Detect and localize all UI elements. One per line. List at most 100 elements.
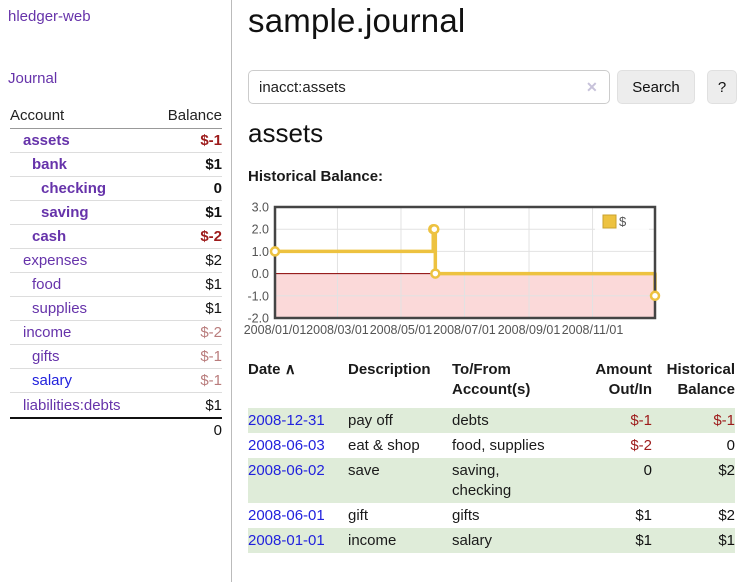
clear-search-icon[interactable]: ✕ xyxy=(586,79,598,95)
brand-link[interactable]: hledger-web xyxy=(8,8,91,25)
page-title: sample.journal xyxy=(248,2,466,39)
svg-text:2008/01/01: 2008/01/01 xyxy=(244,323,307,337)
transaction-amount: $-2 xyxy=(630,437,652,454)
account-link[interactable]: checking xyxy=(41,180,107,197)
header-amount-line1: Amount xyxy=(595,361,652,378)
register-row[interactable]: 2008-01-01 income salary $1 $1 xyxy=(248,528,735,553)
transaction-accounts: salary xyxy=(452,532,493,549)
register-table: Date ∧ Description To/From Account(s) Am… xyxy=(248,358,735,553)
account-link[interactable]: bank xyxy=(32,156,68,173)
sort-ascending-icon[interactable]: ∧ xyxy=(284,361,296,378)
account-balance: $-1 xyxy=(200,348,222,365)
transaction-balance: $-1 xyxy=(713,412,735,429)
accounts-table: Account Balance assets $-1 bank $1 check… xyxy=(10,103,222,441)
header-tofrom-accounts: To/From Account(s) xyxy=(452,358,572,408)
transaction-accounts: food, supplies xyxy=(452,437,545,454)
register-row[interactable]: 2008-06-03 eat & shop food, supplies $-2… xyxy=(248,433,735,458)
header-tofrom-line2: Account(s) xyxy=(452,381,531,398)
account-link[interactable]: supplies xyxy=(32,300,88,317)
transaction-balance: 0 xyxy=(726,437,735,454)
help-button[interactable]: ? xyxy=(707,70,737,104)
svg-text:2008/03/01: 2008/03/01 xyxy=(306,323,369,337)
chart-title: Historical Balance: xyxy=(248,168,384,185)
accounts-table-header: Account Balance xyxy=(10,103,222,129)
account-balance: $1 xyxy=(205,300,222,317)
search-form: ✕ Search ? xyxy=(248,70,737,104)
account-balance: $-1 xyxy=(200,132,222,149)
header-amount-outin: Amount Out/In xyxy=(572,358,652,408)
svg-text:2008/05/01: 2008/05/01 xyxy=(370,323,433,337)
accounts-total-value: 0 xyxy=(213,421,222,439)
header-date-label: Date xyxy=(248,361,281,378)
transaction-balance: $1 xyxy=(718,532,735,549)
account-link[interactable]: gifts xyxy=(32,348,60,365)
register-row[interactable]: 2008-12-31 pay off debts $-1 $-1 xyxy=(248,408,735,433)
svg-text:2008/11/01: 2008/11/01 xyxy=(562,323,624,337)
account-balance: $1 xyxy=(205,204,222,221)
account-row-salary: salary $-1 xyxy=(10,369,222,393)
account-link[interactable]: liabilities:debts xyxy=(23,396,121,414)
transaction-accounts: debts xyxy=(452,412,489,429)
account-row-saving: saving $1 xyxy=(10,201,222,225)
account-balance: $-2 xyxy=(200,324,222,341)
account-row-supplies: supplies $1 xyxy=(10,297,222,321)
header-date[interactable]: Date ∧ xyxy=(248,358,348,408)
account-row-bank: bank $1 xyxy=(10,153,222,177)
transaction-date-link[interactable]: 2008-06-01 xyxy=(248,507,325,524)
search-input[interactable] xyxy=(248,70,610,104)
historical-balance-chart[interactable]: 3.0 2.0 1.0 0.0 -1.0 -2.0 2008/01/01 2008/03/01… xyxy=(244,200,661,342)
register-header-row: Date ∧ Description To/From Account(s) Am… xyxy=(248,358,735,408)
account-row-cash: cash $-2 xyxy=(10,225,222,249)
account-link[interactable]: food xyxy=(32,276,62,293)
header-balance-line2: Balance xyxy=(677,381,735,398)
account-link[interactable]: expenses xyxy=(23,252,88,269)
transaction-amount: $-1 xyxy=(630,412,652,429)
transaction-date-link[interactable]: 2008-06-02 xyxy=(248,462,325,479)
svg-text:-1.0: -1.0 xyxy=(247,289,269,303)
svg-text:0.0: 0.0 xyxy=(252,267,269,281)
svg-text:2008/09/01: 2008/09/01 xyxy=(498,323,561,337)
account-row-food: food $1 xyxy=(10,273,222,297)
account-balance: $1 xyxy=(205,276,222,293)
account-balance: $2 xyxy=(205,252,222,269)
transaction-amount: $1 xyxy=(635,507,652,524)
account-link[interactable]: cash xyxy=(32,228,67,245)
header-description-label: Description xyxy=(348,361,431,378)
svg-text:-2.0: -2.0 xyxy=(247,312,269,326)
account-link[interactable]: saving xyxy=(41,204,89,221)
account-balance: $-2 xyxy=(200,228,222,245)
svg-text:2008/07/01: 2008/07/01 xyxy=(433,323,496,337)
transaction-amount: 0 xyxy=(643,462,652,479)
account-balance: 0 xyxy=(213,180,222,197)
sidebar: hledger-web Journal Account Balance asse… xyxy=(0,0,232,582)
header-description: Description xyxy=(348,358,452,408)
search-button[interactable]: Search xyxy=(617,70,695,104)
accounts-total-row: 0 xyxy=(10,417,222,441)
account-row-liabilities-debts: liabilities:debts $1 xyxy=(10,393,222,417)
transaction-accounts: saving, checking xyxy=(452,462,512,499)
transaction-description: pay off xyxy=(348,412,393,429)
transaction-date-link[interactable]: 2008-12-31 xyxy=(248,412,325,429)
account-balance: $1 xyxy=(205,396,222,414)
account-link[interactable]: salary xyxy=(32,372,73,389)
account-balance: $1 xyxy=(205,156,222,173)
transaction-accounts: gifts xyxy=(452,507,480,524)
sidebar-item-journal[interactable]: Journal xyxy=(8,70,58,87)
register-row[interactable]: 2008-06-02 save saving, checking 0 $2 xyxy=(248,458,735,503)
transaction-amount: $1 xyxy=(635,532,652,549)
svg-text:$: $ xyxy=(619,214,627,229)
transaction-balance: $2 xyxy=(718,462,735,479)
header-tofrom-line1: To/From xyxy=(452,361,511,378)
account-link[interactable]: income xyxy=(23,324,72,341)
main-content: sample.journal ✕ Search ? assets Histori… xyxy=(244,0,737,582)
account-row-gifts: gifts $-1 xyxy=(10,345,222,369)
account-link[interactable]: assets xyxy=(23,132,70,149)
transaction-date-link[interactable]: 2008-06-03 xyxy=(248,437,325,454)
register-row[interactable]: 2008-06-01 gift gifts $1 $2 xyxy=(248,503,735,528)
header-historical-balance: Historical Balance xyxy=(652,358,735,408)
account-heading: assets xyxy=(248,118,324,148)
account-row-checking: checking 0 xyxy=(10,177,222,201)
transaction-date-link[interactable]: 2008-01-01 xyxy=(248,532,325,549)
header-balance-line1: Historical xyxy=(666,361,735,378)
